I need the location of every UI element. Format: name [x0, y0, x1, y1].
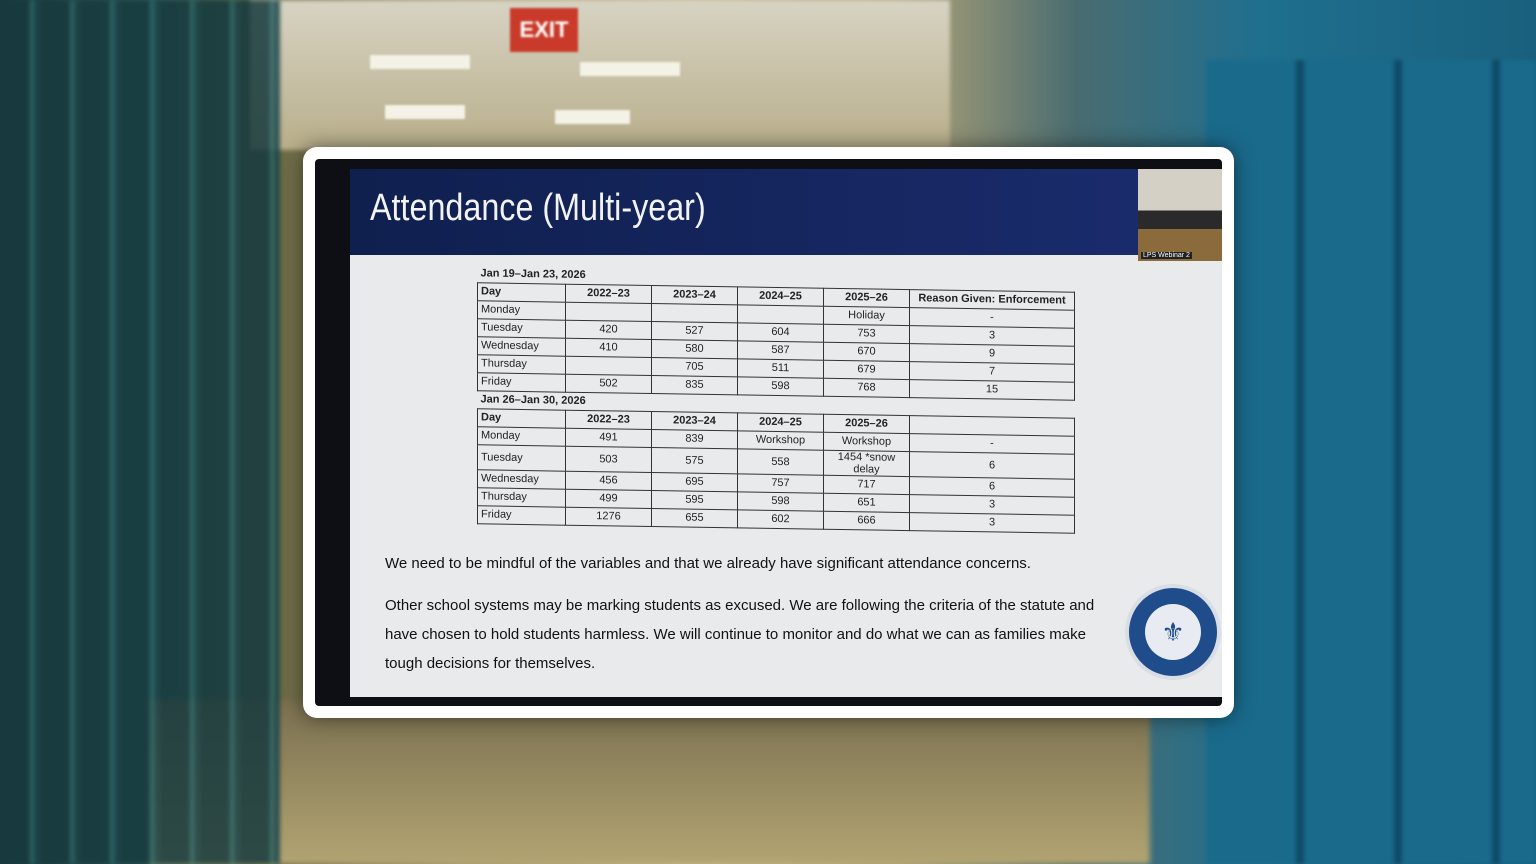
- table-cell: Holiday: [823, 305, 910, 326]
- title-bar: Attendance (Multi-year): [350, 169, 1140, 255]
- table-cell: 717: [823, 474, 910, 495]
- column-header: 2022–23: [565, 283, 652, 304]
- table-cell: 410: [565, 337, 652, 358]
- ceiling-light: [385, 105, 465, 119]
- table-cell: 511: [737, 358, 824, 378]
- column-header: Day: [477, 282, 566, 302]
- table-cell: 3: [909, 512, 1075, 533]
- column-header: 2025–26: [823, 413, 910, 434]
- table-cell: [565, 355, 652, 376]
- column-header: 2024–25: [737, 286, 824, 306]
- ceiling-light: [580, 62, 680, 76]
- paragraph-variables: We need to be mindful of the variables a…: [385, 555, 1031, 572]
- fleur-de-lis-icon: ⚜: [1145, 604, 1201, 660]
- table-cell: 595: [651, 490, 738, 510]
- table-cell: 598: [737, 491, 824, 511]
- screen: Attendance (Multi-year) LPS Webinar 2 Ja…: [315, 159, 1222, 706]
- table-cell: Workshop: [823, 431, 910, 452]
- school-logo: ⚜: [1125, 584, 1221, 680]
- column-header: 2023–24: [651, 285, 738, 305]
- table-cell: 753: [823, 323, 910, 344]
- exit-sign: EXIT: [510, 8, 578, 52]
- column-header: 2023–24: [651, 411, 738, 431]
- table-cell: Friday: [477, 372, 566, 392]
- table-cell: 503: [565, 445, 652, 473]
- table-cell: 456: [565, 470, 652, 491]
- paragraph-policy: Other school systems may be marking stud…: [385, 597, 1095, 672]
- table-cell: 499: [565, 488, 652, 509]
- column-header: 2025–26: [823, 287, 910, 308]
- table-cell: 670: [823, 341, 910, 362]
- table-cell: 580: [651, 339, 738, 359]
- table-cell: Monday: [477, 300, 566, 320]
- table-cell: 502: [565, 373, 652, 394]
- ceiling-light: [370, 55, 470, 69]
- table-cell: [651, 303, 738, 323]
- webcam-thumbnail: LPS Webinar 2: [1138, 169, 1222, 261]
- table-cell: Thursday: [477, 354, 566, 374]
- lockers-right: [1206, 60, 1536, 864]
- hallway-floor: [150, 700, 1150, 864]
- table-cell: 527: [651, 321, 738, 341]
- table-cell: 695: [651, 472, 738, 492]
- attendance-table-week1: Jan 19–Jan 23, 2026 Day 2022–23 2023–24 2024…: [477, 264, 1075, 400]
- slide: Attendance (Multi-year) LPS Webinar 2 Ja…: [350, 169, 1222, 697]
- table-cell: 651: [823, 492, 910, 513]
- table-cell: [565, 301, 652, 322]
- table-cell: 757: [737, 473, 824, 493]
- lockers-left: [0, 0, 280, 864]
- table-cell: Tuesday: [477, 444, 566, 471]
- slide-title: Attendance (Multi-year): [370, 187, 706, 229]
- table-cell: 705: [651, 357, 738, 377]
- webcam-label: LPS Webinar 2: [1141, 252, 1192, 259]
- table-cell: 679: [823, 359, 910, 380]
- table-cell: 587: [737, 340, 824, 360]
- table-cell: 6: [909, 451, 1075, 479]
- column-header: 2022–23: [565, 409, 652, 430]
- table-cell: 604: [737, 322, 824, 342]
- table-cell: 575: [651, 447, 738, 474]
- table-cell: 1276: [565, 506, 652, 527]
- table-cell: 839: [651, 429, 738, 449]
- table-cell: 1454 *snow delay: [823, 449, 910, 477]
- table-cell: Wednesday: [477, 469, 566, 489]
- table-cell: Friday: [477, 505, 566, 525]
- table-cell: 655: [651, 508, 738, 528]
- column-header: Day: [477, 408, 566, 428]
- table-cell: Thursday: [477, 487, 566, 507]
- table-cell: 666: [823, 510, 910, 531]
- column-header: 2024–25: [737, 412, 824, 432]
- table-cell: [737, 304, 824, 324]
- table-cell: 602: [737, 509, 824, 529]
- table-cell: Tuesday: [477, 318, 566, 338]
- table-cell: 768: [823, 377, 910, 398]
- table-cell: Workshop: [737, 430, 824, 450]
- table-cell: Monday: [477, 426, 566, 446]
- table-cell: 491: [565, 427, 652, 448]
- table-cell: 835: [651, 375, 738, 395]
- table-cell: 558: [737, 448, 824, 475]
- table-cell: 598: [737, 376, 824, 396]
- ceiling-light: [555, 110, 630, 124]
- attendance-table-week2: Jan 26–Jan 30, 2026 Day 2022–23 2023–24 2024…: [477, 390, 1075, 533]
- table-cell: 420: [565, 319, 652, 340]
- table-cell: Wednesday: [477, 336, 566, 356]
- slide-photo-frame: Attendance (Multi-year) LPS Webinar 2 Ja…: [303, 147, 1234, 718]
